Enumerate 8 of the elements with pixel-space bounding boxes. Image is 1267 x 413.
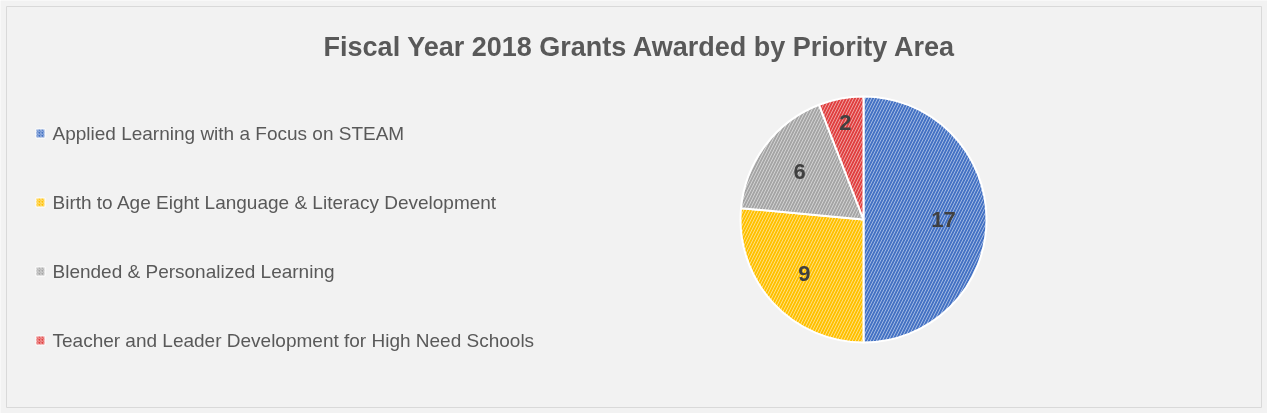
legend-label: Blended & Personalized Learning [52, 261, 335, 282]
legend-label: Teacher and Leader Development for High Need Schools [52, 330, 535, 351]
legend-label: Applied Learning with a Focus on STEAM [52, 123, 405, 144]
data-label: 9 [798, 260, 811, 286]
legend-label: Birth to Age Eight Language & Literacy Development [52, 192, 497, 213]
data-label: 17 [931, 207, 956, 232]
chart-title: Fiscal Year 2018 Grants Awarded by Priority Area [323, 31, 955, 62]
data-label: 6 [793, 158, 806, 184]
